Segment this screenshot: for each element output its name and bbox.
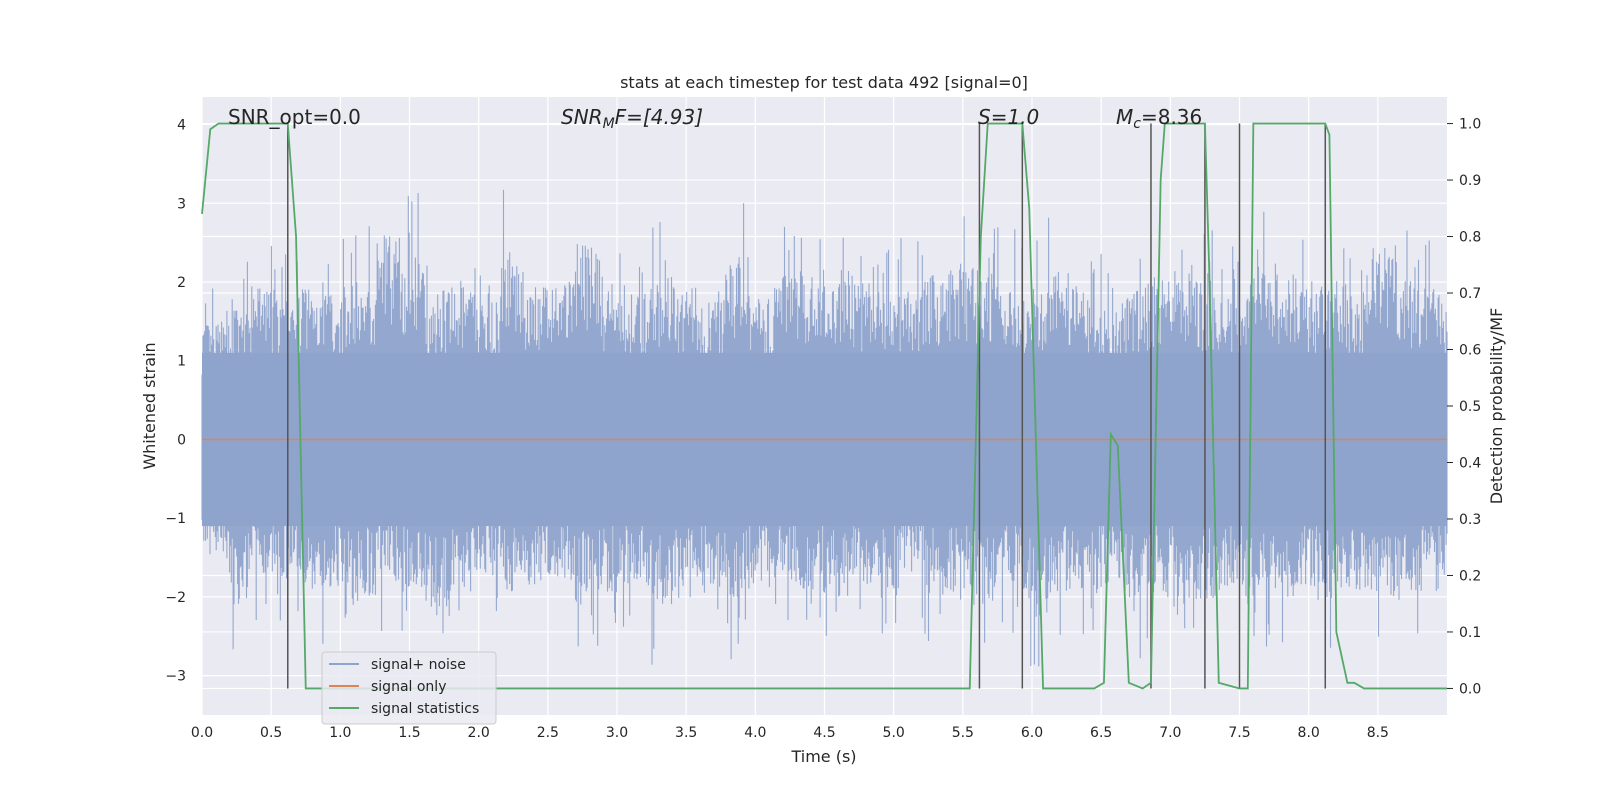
- vertical-markers: [287, 123, 1327, 689]
- x-tick-labels: 0.0 0.5 1.0 1.5 2.0 2.5 3.0 3.5 4.0 4.5 5.0 5.5 6.0 6…: [191, 725, 1389, 741]
- y2-tick-label: 0.8: [1459, 230, 1481, 246]
- y2-axis-label: Detection probability/MF: [1487, 308, 1506, 505]
- y-tick-label: −3: [165, 669, 186, 685]
- x-tick-label: 1.5: [398, 725, 420, 741]
- x-tick-label: 4.5: [813, 725, 835, 741]
- y-tick-label: 3: [177, 196, 186, 212]
- y2-tick-label: 1.0: [1459, 117, 1481, 133]
- x-tick-label: 2.5: [537, 725, 559, 741]
- x-tick-label: 0.5: [260, 725, 282, 741]
- y-tick-label: 1: [177, 354, 186, 370]
- x-tick-label: 8.5: [1367, 725, 1389, 741]
- x-tick-label: 2.0: [468, 725, 490, 741]
- legend-label-noise: signal+ noise: [371, 657, 466, 673]
- y2-tick-label: 0.5: [1459, 399, 1481, 415]
- y-tick-label: −1: [165, 511, 186, 527]
- chart-title: stats at each timestep for test data 492…: [620, 73, 1028, 92]
- y2-tick-label: 0.2: [1459, 568, 1481, 584]
- x-tick-label: 6.5: [1090, 725, 1112, 741]
- y2-tick-label: 0.9: [1459, 173, 1481, 189]
- y2-tick-labels: 1.0 0.9 0.8 0.7 0.6 0.5 0.4 0.3 0.2 0.1 0.0: [1447, 117, 1481, 697]
- x-tick-label: 5.5: [952, 725, 974, 741]
- annotation-snr-opt: SNR_opt=0.0: [228, 105, 361, 129]
- legend: signal+ noise signal only signal statist…: [321, 651, 497, 725]
- x-tick-label: 5.0: [883, 725, 905, 741]
- x-tick-label: 4.0: [744, 725, 766, 741]
- y-tick-labels: 4 3 2 1 0 −1 −2 −3: [165, 118, 186, 685]
- y-tick-label: −2: [165, 590, 186, 606]
- x-tick-label: 7.0: [1159, 725, 1181, 741]
- x-tick-label: 7.5: [1228, 725, 1250, 741]
- legend-label-statistics: signal statistics: [371, 701, 479, 717]
- y2-tick-label: 0.4: [1459, 455, 1481, 471]
- y2-tick-label: 0.1: [1459, 625, 1481, 641]
- y2-tick-label: 0.7: [1459, 286, 1481, 302]
- x-tick-label: 3.5: [675, 725, 697, 741]
- x-tick-label: 3.0: [606, 725, 628, 741]
- x-tick-label: 0.0: [191, 725, 213, 741]
- annotation-snr-mf: SNRMF=[4.93]: [561, 105, 703, 132]
- y-tick-label: 2: [177, 275, 186, 291]
- y2-tick-label: 0.6: [1459, 343, 1481, 359]
- x-tick-label: 1.0: [329, 725, 351, 741]
- x-tick-label: 6.0: [1021, 725, 1043, 741]
- x-tick-label: 8.0: [1298, 725, 1320, 741]
- y-tick-label: 0: [177, 432, 186, 448]
- legend-box: [321, 651, 497, 725]
- x-axis-label: Time (s): [790, 747, 856, 766]
- y-axis-label: Whitened strain: [140, 342, 159, 469]
- y-tick-label: 4: [177, 118, 186, 134]
- annotation-mc: Mc=8.36: [1116, 105, 1202, 132]
- y2-tick-label: 0.0: [1459, 681, 1481, 697]
- annotation-s-value: S=1.0: [978, 105, 1039, 129]
- y2-tick-label: 0.3: [1459, 512, 1481, 528]
- legend-label-signal: signal only: [371, 679, 446, 695]
